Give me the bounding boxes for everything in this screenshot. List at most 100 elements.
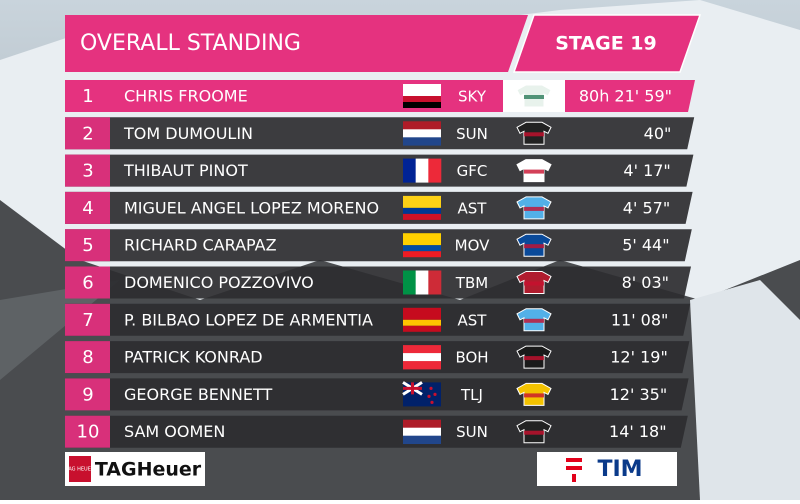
jersey [524, 318, 544, 323]
header-title: OVERALL STANDING [80, 31, 301, 56]
time: 14' 18" [609, 422, 667, 441]
rank: 2 [82, 123, 93, 144]
flag [403, 213, 441, 220]
rank-cell [65, 415, 110, 448]
flag [428, 158, 442, 183]
team-code: TLJ [460, 386, 483, 404]
rank: 5 [82, 235, 93, 256]
jersey [524, 132, 544, 137]
flag [429, 386, 433, 390]
rank: 4 [82, 198, 93, 219]
rank: 3 [82, 161, 93, 182]
jersey [524, 169, 544, 174]
rank-cell [65, 80, 110, 112]
team-code: SUN [456, 125, 488, 143]
jersey [524, 281, 544, 286]
rank: 9 [82, 384, 93, 405]
flag [403, 137, 441, 146]
flag [403, 419, 441, 428]
team-code: AST [458, 199, 488, 217]
flag [428, 270, 442, 295]
flag [433, 392, 437, 396]
flag [403, 270, 416, 295]
flag [403, 325, 441, 332]
rider-name: SAM OOMEN [124, 422, 225, 441]
rank-cell [65, 154, 110, 187]
rank: 10 [77, 422, 100, 443]
flag [403, 435, 441, 444]
rider-name: GEORGE BENNETT [124, 385, 272, 404]
jersey [524, 393, 544, 398]
time: 80h 21' 59" [579, 87, 672, 106]
flag [403, 245, 441, 252]
sponsor-left: TAGHeuer [95, 459, 202, 481]
rider-name: MIGUEL ANGEL LOPEZ MORENO [124, 198, 379, 217]
rank-cell [65, 266, 110, 299]
flag [403, 427, 441, 436]
time: 40" [644, 124, 672, 143]
sponsor-small: TAG HEUER [65, 467, 95, 473]
flag [403, 353, 441, 362]
flag [403, 84, 441, 96]
standings: 1 CHRIS FROOME SKY 80h 21' 59" 2 TOM DUMOULIN… [65, 80, 695, 448]
time: 12' 35" [610, 385, 668, 404]
tag-badge [69, 456, 91, 482]
flag [403, 382, 422, 395]
flag [403, 207, 441, 214]
stage-box [512, 14, 702, 73]
rank-cell [65, 229, 110, 262]
rider-name: THIBAUT PINOT [123, 161, 248, 180]
rider-name: PATRICK KONRAD [124, 348, 263, 367]
flag [403, 102, 441, 108]
flag [403, 96, 441, 102]
flag [403, 158, 416, 183]
rank-cell [65, 191, 110, 224]
flag [403, 361, 441, 370]
time: 8' 03" [622, 273, 669, 292]
jersey [524, 244, 544, 249]
flag [403, 233, 441, 246]
time: 4' 17" [623, 161, 670, 180]
team-code: SUN [456, 423, 488, 441]
tim-mark [566, 458, 582, 462]
rank-cell [65, 341, 110, 374]
flag [415, 270, 429, 295]
rank-cell [65, 117, 110, 150]
snow [690, 280, 800, 500]
rider-name: RICHARD CARAPAZ [124, 236, 277, 255]
jersey [524, 95, 544, 99]
jersey [524, 430, 544, 435]
rider-name: P. BILBAO LOPEZ DE ARMENTIA [124, 310, 373, 329]
rank: 6 [82, 273, 93, 294]
team-code: AST [458, 311, 488, 329]
jersey [524, 206, 544, 211]
team-code: SKY [458, 88, 487, 106]
sponsor-box [537, 452, 677, 486]
flag [403, 319, 441, 326]
flag [403, 129, 441, 138]
flag [403, 307, 441, 320]
rider-name: DOMENICO POZZOVIVO [124, 273, 314, 292]
header-bar [65, 15, 528, 72]
tim-mark [572, 474, 576, 482]
team-code: GFC [457, 162, 488, 180]
flag [403, 345, 441, 354]
rank-cell [65, 378, 110, 411]
flag [415, 158, 429, 183]
rank-cell [65, 303, 110, 336]
rider-name: CHRIS FROOME [124, 87, 248, 106]
flag [430, 400, 434, 404]
sponsor-right: TIM [597, 457, 642, 482]
rider-name: TOM DUMOULIN [123, 124, 253, 143]
stage-label: STAGE 19 [555, 33, 657, 55]
rank: 8 [82, 347, 93, 368]
time: 5' 44" [622, 236, 669, 255]
time: 4' 57" [623, 198, 670, 217]
tim-mark [566, 466, 582, 470]
team-code: MOV [455, 237, 490, 255]
time: 12' 19" [610, 348, 668, 367]
jersey [524, 356, 544, 361]
team-code: BOH [455, 349, 488, 367]
